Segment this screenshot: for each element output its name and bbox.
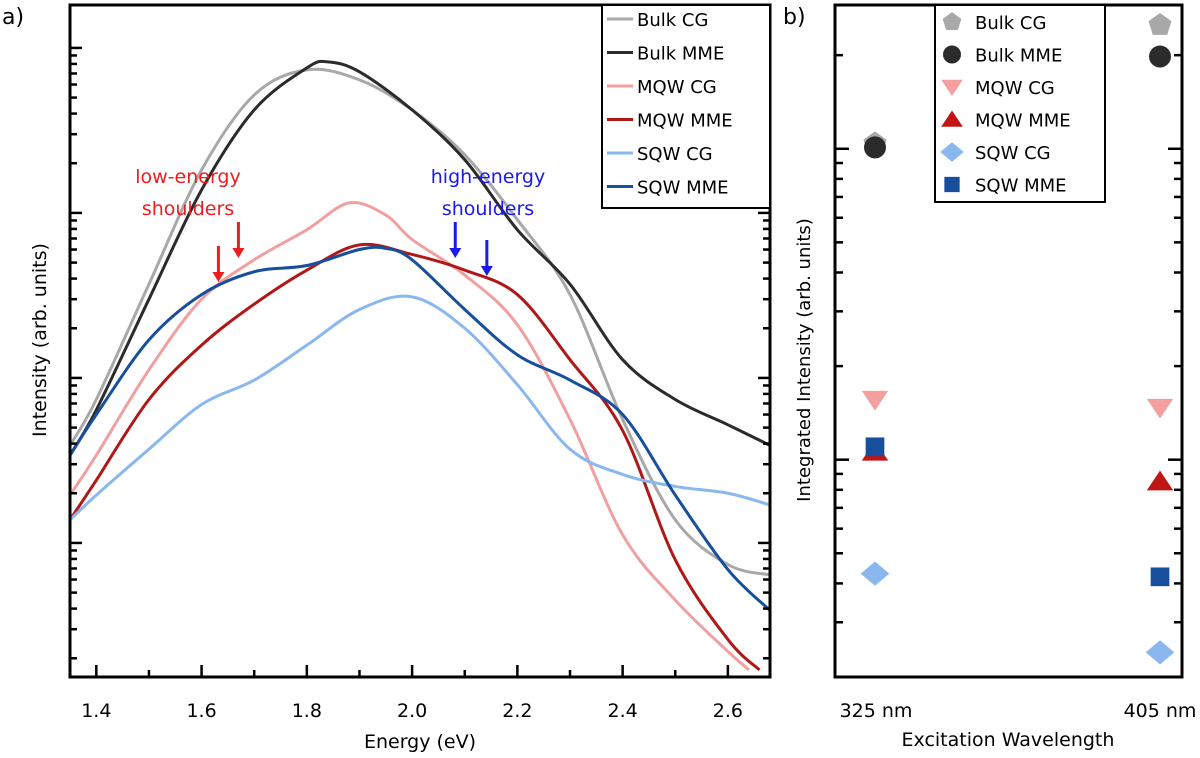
panel-b-x-axis-label: Excitation Wavelength — [902, 729, 1115, 751]
x-tick-label: 2.6 — [713, 700, 743, 722]
data-point-bulk-mme — [1149, 45, 1171, 68]
legend-label: MQW CG — [637, 77, 717, 98]
panel-a-label: a) — [2, 5, 24, 30]
data-point-sqw-mme — [865, 437, 885, 457]
panel-a-x-axis-label: Energy (eV) — [364, 731, 476, 753]
panel-a-frame — [68, 3, 772, 679]
data-point-mqw-cg — [861, 390, 889, 411]
series-line-sqw-mme — [70, 245, 770, 612]
panel-b-x-tick-325: 325 nm — [840, 700, 913, 722]
legend-label: MQW CG — [975, 78, 1055, 99]
data-point-sqw-cg — [1145, 640, 1175, 665]
data-point-sqw-mme — [1150, 567, 1170, 587]
panel-b-x-tick-405: 405 nm — [1124, 700, 1197, 722]
x-tick-label: 2.2 — [502, 700, 532, 722]
arrow-down-icon — [480, 266, 493, 276]
annotation-text: low-energy — [135, 166, 241, 188]
series-line-mqw-cg — [70, 200, 750, 672]
x-tick-label: 1.4 — [81, 700, 111, 722]
legend-label: MQW MME — [637, 111, 733, 132]
legend-label: Bulk MME — [975, 46, 1062, 67]
legend-label: Bulk CG — [975, 13, 1046, 34]
series-line-sqw-cg — [70, 294, 770, 521]
annotation-text: shoulders — [142, 198, 234, 220]
panel-a-legend: Bulk CG Bulk MME MQW CG MQW MME SQW CG SQW MM… — [601, 4, 771, 209]
panel-b-label: b) — [783, 5, 806, 30]
legend-label: MQW MME — [975, 111, 1071, 132]
panel-a-y-axis-label: Intensity (arb. units) — [29, 243, 51, 437]
triangle-up-icon — [941, 110, 963, 127]
panel-b-plot — [860, 12, 1175, 665]
x-tick-label: 1.8 — [292, 700, 322, 722]
x-tick-label: 2.4 — [608, 700, 638, 722]
diamond-icon — [940, 142, 964, 162]
triangle-down-icon — [941, 79, 963, 96]
series-line-bulk-mme — [70, 59, 770, 456]
circle-icon — [943, 45, 961, 64]
legend-box — [601, 4, 771, 209]
legend-label: SQW CG — [975, 143, 1051, 164]
legend-box — [934, 4, 1106, 203]
arrow-down-icon — [449, 248, 462, 258]
annotation-text: high-energy — [431, 166, 545, 188]
panel-b-legend: Bulk CG Bulk MME MQW CG MQW MME SQW CG SQW MM… — [934, 4, 1106, 203]
data-point-bulk-cg — [1148, 12, 1172, 35]
legend-label: Bulk CG — [637, 10, 708, 31]
legend-label: Bulk MME — [637, 44, 724, 65]
legend-label: SQW MME — [975, 176, 1067, 197]
data-point-bulk-mme — [864, 136, 886, 159]
panel-b-y-axis-label: Integrated Intensity (arb. units) — [794, 218, 815, 502]
legend-label: SQW MME — [637, 178, 729, 199]
data-point-mqw-cg — [1146, 398, 1174, 419]
arrow-down-icon — [232, 248, 245, 258]
x-tick-label: 1.6 — [186, 700, 216, 722]
data-point-sqw-cg — [860, 561, 890, 586]
arrow-down-icon — [212, 272, 225, 282]
series-line-mqw-mme — [70, 242, 761, 672]
x-tick-label: 2.0 — [397, 700, 427, 722]
square-icon — [944, 176, 960, 193]
pentagon-icon — [942, 12, 962, 31]
annotation-text: shoulders — [442, 198, 534, 220]
legend-label: SQW CG — [637, 144, 713, 165]
panel-a-ticks: 1.4 1.6 1.8 2.0 2.2 2.4 2.6 — [70, 46, 770, 722]
panel-b-ticks — [835, 53, 1182, 679]
data-point-mqw-mme — [1146, 470, 1174, 491]
panel-a-plot — [70, 59, 770, 672]
panel-a-annotations: low-energy shoulders high-energy shoulders — [135, 166, 545, 282]
